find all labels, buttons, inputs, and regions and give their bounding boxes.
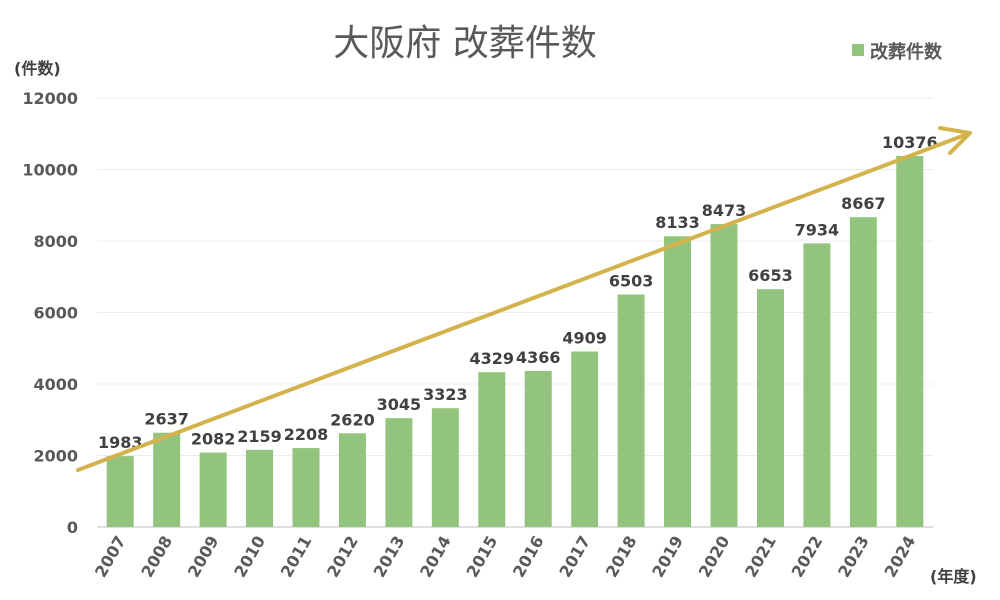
data-label: 4329 (470, 349, 515, 368)
bar (710, 224, 738, 527)
bar (385, 418, 413, 527)
legend-label: 改葬件数 (870, 41, 943, 63)
bar (896, 156, 924, 528)
x-tick-label: 2017 (555, 533, 594, 581)
x-tick-label: 2010 (230, 533, 269, 581)
x-tick-label: 2007 (91, 533, 130, 581)
bar (338, 433, 366, 527)
data-label: 6653 (748, 266, 793, 285)
y-tick-label: 10000 (22, 161, 78, 180)
data-label: 2208 (284, 425, 329, 444)
bar (292, 448, 320, 527)
x-tick-label: 2012 (323, 533, 362, 581)
x-tick-label: 2023 (834, 533, 873, 581)
bar (524, 370, 552, 527)
bar (803, 243, 831, 527)
x-tick-label: 2018 (602, 533, 641, 581)
x-tick-label: 2016 (509, 533, 548, 581)
legend-swatch (852, 44, 864, 56)
chart-title: 大阪府 改葬件数 (333, 23, 596, 64)
x-tick-label: 2021 (741, 533, 780, 581)
y-tick-label: 6000 (33, 304, 78, 323)
x-tick-label: 2019 (648, 533, 687, 581)
y-axis-label: (件数) (14, 59, 61, 78)
data-label: 8133 (655, 213, 700, 232)
data-label: 4366 (516, 348, 561, 367)
x-tick-label: 2011 (277, 533, 316, 581)
bar (246, 449, 274, 527)
x-tick-label: 2013 (370, 533, 409, 581)
data-label: 7934 (795, 220, 840, 239)
bar (617, 294, 645, 527)
bar (478, 372, 506, 527)
bar (431, 408, 459, 527)
bar (106, 456, 134, 527)
bar (199, 452, 227, 527)
data-label: 6503 (609, 272, 654, 291)
x-tick-label: 2014 (416, 533, 455, 581)
trend-arrowhead (938, 126, 972, 155)
x-axis-label: (年度) (930, 567, 977, 586)
x-tick-label: 2024 (881, 533, 920, 581)
y-tick-label: 4000 (33, 375, 78, 394)
y-tick-label: 2000 (33, 447, 78, 466)
y-tick-label: 8000 (33, 232, 78, 251)
data-label: 10376 (882, 133, 938, 152)
data-label: 8667 (841, 194, 886, 213)
data-label: 1983 (98, 433, 143, 452)
data-label: 2082 (191, 430, 236, 449)
x-tick-label: 2009 (184, 533, 223, 581)
bar (153, 432, 181, 527)
data-label: 3323 (423, 385, 468, 404)
bar (571, 351, 599, 527)
x-tick-label: 2008 (137, 533, 176, 581)
x-tick-label: 2022 (788, 533, 827, 581)
trend-arrow (76, 133, 967, 472)
bar (849, 217, 877, 527)
legend: 改葬件数 (852, 41, 943, 63)
data-label: 2159 (237, 427, 282, 446)
bar (756, 289, 784, 527)
y-tick-label: 0 (67, 518, 78, 537)
x-tick-label: 2020 (695, 533, 734, 581)
data-label: 2620 (330, 410, 375, 429)
data-label: 8473 (702, 201, 747, 220)
data-label: 4909 (562, 329, 607, 348)
x-tick-label: 2015 (463, 533, 502, 581)
data-label: 3045 (377, 395, 422, 414)
y-tick-label: 12000 (22, 89, 78, 108)
bar (664, 236, 692, 528)
data-label: 2637 (144, 410, 189, 429)
